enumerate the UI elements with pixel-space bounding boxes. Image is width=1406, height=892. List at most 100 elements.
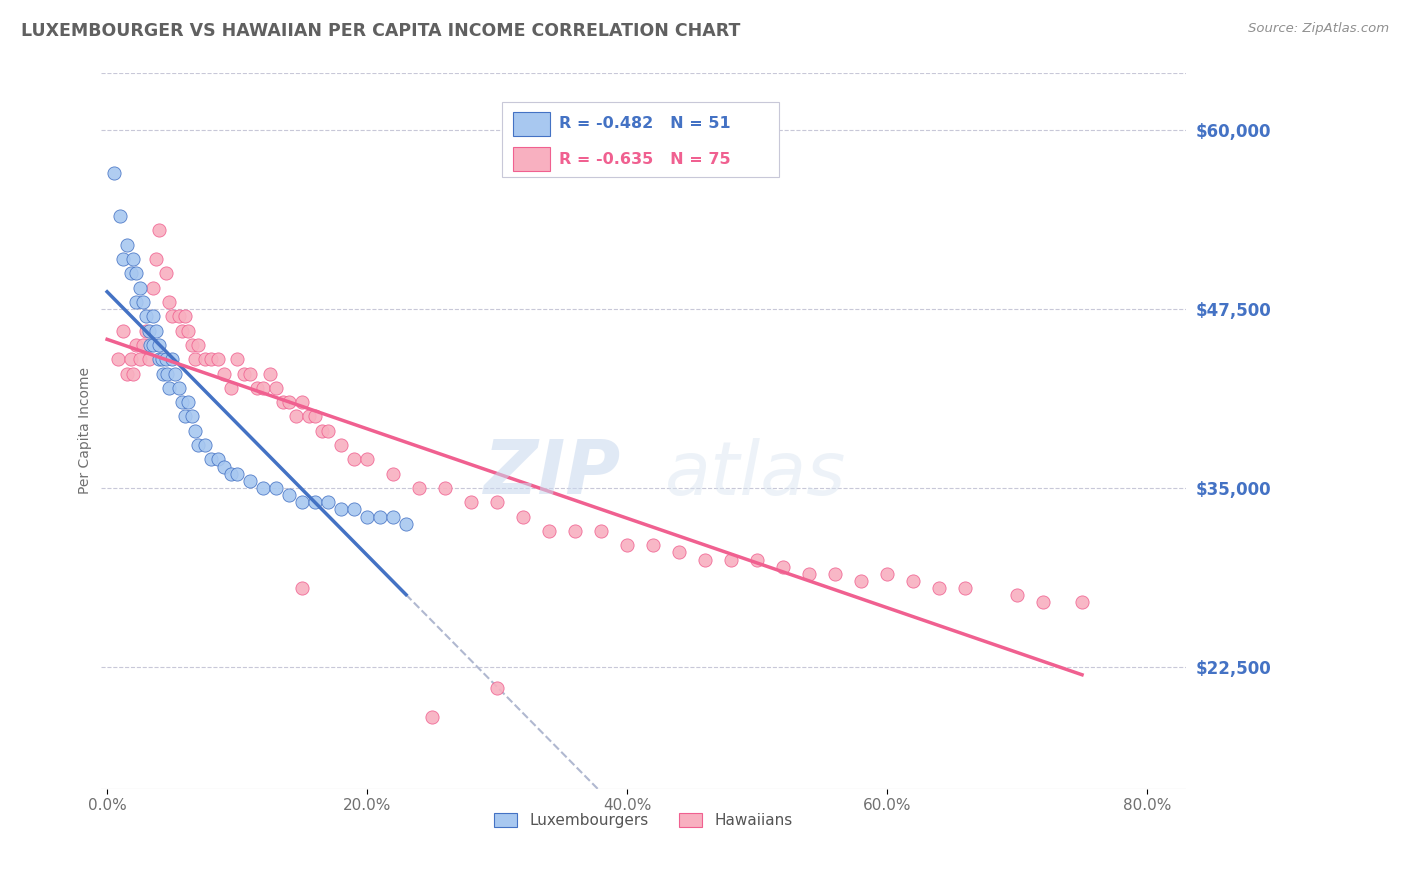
Text: atlas: atlas bbox=[665, 438, 846, 509]
Point bbox=[184, 424, 207, 438]
Point bbox=[160, 310, 183, 324]
Point bbox=[120, 352, 142, 367]
Point bbox=[212, 367, 235, 381]
Point bbox=[138, 324, 160, 338]
Point bbox=[145, 252, 167, 266]
Point bbox=[368, 509, 391, 524]
Point bbox=[103, 166, 125, 180]
Point bbox=[311, 424, 333, 438]
Point bbox=[797, 566, 820, 581]
Point bbox=[434, 481, 457, 495]
Point bbox=[148, 223, 170, 237]
Point bbox=[297, 409, 319, 424]
Point bbox=[1071, 595, 1094, 609]
Point bbox=[142, 310, 165, 324]
Point bbox=[115, 237, 138, 252]
Legend: Luxembourgers, Hawaiians: Luxembourgers, Hawaiians bbox=[488, 807, 799, 835]
Point bbox=[693, 552, 716, 566]
Point bbox=[953, 581, 976, 595]
Point bbox=[142, 280, 165, 294]
Point bbox=[219, 381, 242, 395]
Point bbox=[1032, 595, 1054, 609]
Point bbox=[291, 395, 314, 409]
Point bbox=[589, 524, 612, 538]
Point bbox=[849, 574, 872, 588]
Point bbox=[145, 324, 167, 338]
Point bbox=[219, 467, 242, 481]
Point bbox=[252, 481, 274, 495]
Point bbox=[316, 495, 339, 509]
Point bbox=[264, 381, 287, 395]
Point bbox=[928, 581, 950, 595]
Point bbox=[745, 552, 768, 566]
Point bbox=[420, 710, 443, 724]
Point bbox=[395, 516, 418, 531]
Point bbox=[155, 266, 177, 280]
Point bbox=[152, 367, 174, 381]
Point bbox=[132, 338, 155, 352]
Point bbox=[343, 452, 366, 467]
Text: LUXEMBOURGER VS HAWAIIAN PER CAPITA INCOME CORRELATION CHART: LUXEMBOURGER VS HAWAIIAN PER CAPITA INCO… bbox=[21, 22, 741, 40]
Point bbox=[139, 338, 162, 352]
Point bbox=[167, 310, 190, 324]
Point bbox=[668, 545, 690, 559]
Point bbox=[120, 266, 142, 280]
Point bbox=[538, 524, 561, 538]
Point bbox=[226, 467, 249, 481]
Point bbox=[304, 495, 326, 509]
Point bbox=[259, 367, 281, 381]
FancyBboxPatch shape bbox=[513, 147, 550, 171]
Point bbox=[159, 381, 181, 395]
Point bbox=[138, 352, 160, 367]
Point bbox=[172, 324, 194, 338]
Point bbox=[1005, 588, 1028, 602]
Point bbox=[343, 502, 366, 516]
Point bbox=[207, 352, 229, 367]
Point bbox=[264, 481, 287, 495]
Point bbox=[125, 338, 148, 352]
Point bbox=[180, 409, 202, 424]
FancyBboxPatch shape bbox=[502, 102, 779, 177]
Point bbox=[167, 381, 190, 395]
Point bbox=[174, 310, 197, 324]
Point bbox=[232, 367, 254, 381]
Point bbox=[641, 538, 664, 552]
Point bbox=[512, 509, 534, 524]
Point bbox=[184, 352, 207, 367]
Point bbox=[148, 352, 170, 367]
Point bbox=[135, 324, 157, 338]
Point bbox=[156, 367, 179, 381]
Point bbox=[125, 295, 148, 310]
Point bbox=[176, 324, 198, 338]
Point bbox=[304, 409, 326, 424]
Text: ZIP: ZIP bbox=[484, 437, 621, 510]
Point bbox=[160, 352, 183, 367]
Point bbox=[172, 395, 194, 409]
Point bbox=[194, 352, 217, 367]
Point bbox=[486, 495, 509, 509]
FancyBboxPatch shape bbox=[513, 112, 550, 136]
Point bbox=[252, 381, 274, 395]
Point bbox=[148, 338, 170, 352]
Point bbox=[876, 566, 898, 581]
Text: Source: ZipAtlas.com: Source: ZipAtlas.com bbox=[1249, 22, 1389, 36]
Point bbox=[132, 295, 155, 310]
Point bbox=[382, 509, 405, 524]
Point bbox=[194, 438, 217, 452]
Point bbox=[330, 502, 353, 516]
Point bbox=[616, 538, 638, 552]
Point bbox=[291, 581, 314, 595]
Point bbox=[176, 395, 198, 409]
Point bbox=[316, 424, 339, 438]
Text: R = -0.482   N = 51: R = -0.482 N = 51 bbox=[558, 116, 730, 131]
Point bbox=[408, 481, 430, 495]
Point bbox=[125, 266, 148, 280]
Point bbox=[245, 381, 267, 395]
Point bbox=[111, 252, 134, 266]
Point bbox=[901, 574, 924, 588]
Point bbox=[271, 395, 294, 409]
Point bbox=[122, 252, 145, 266]
Point bbox=[150, 352, 173, 367]
Point bbox=[284, 409, 307, 424]
Point bbox=[174, 409, 197, 424]
